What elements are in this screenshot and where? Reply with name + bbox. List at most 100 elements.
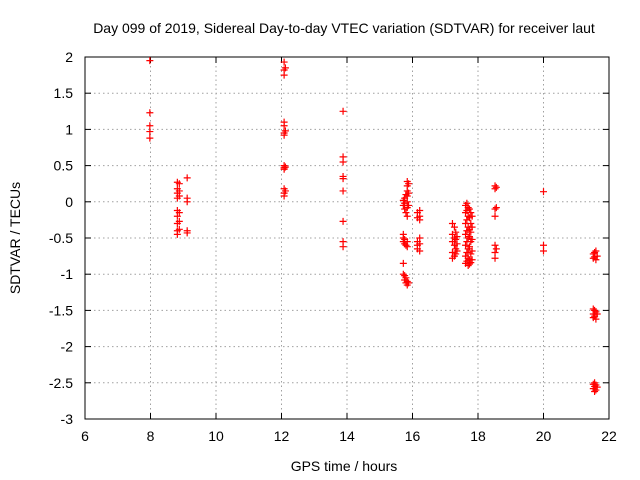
x-tick-label: 14 — [339, 428, 355, 444]
x-tick-label: 12 — [274, 428, 290, 444]
data-point — [468, 212, 476, 220]
data-point — [467, 209, 475, 217]
data-point — [540, 188, 547, 196]
data-point — [468, 256, 476, 264]
data-point — [468, 247, 476, 255]
data-point — [464, 204, 472, 212]
data-point — [593, 383, 601, 391]
data-point — [593, 252, 601, 260]
data-point — [405, 279, 413, 287]
data-point — [280, 58, 288, 66]
data-point — [402, 241, 410, 249]
data-point — [463, 199, 471, 207]
data-point — [339, 217, 347, 225]
y-axis-label: SDTVAR / TECUs — [7, 182, 23, 294]
data-point — [183, 198, 191, 206]
x-tick-label: 20 — [536, 428, 552, 444]
x-tick-label: 8 — [147, 428, 155, 444]
data-point — [399, 259, 407, 267]
x-tick-label: 16 — [405, 428, 421, 444]
data-point — [453, 247, 461, 255]
data-point — [448, 220, 456, 228]
data-point — [339, 107, 347, 115]
data-point — [146, 57, 154, 65]
data-point — [339, 158, 347, 166]
y-tick-label: -3 — [61, 411, 74, 427]
x-axis: 6 8 10 12 14 16 18 20 22 — [81, 57, 617, 444]
data-point — [452, 228, 460, 236]
data-point — [468, 235, 476, 243]
data-point — [281, 64, 289, 72]
data-point — [402, 209, 410, 217]
chart-title: Day 099 of 2019, Sidereal Day-to-day VTE… — [93, 20, 595, 36]
data-point — [416, 216, 424, 224]
data-point — [280, 71, 288, 79]
x-tick-label: 18 — [470, 428, 486, 444]
data-point — [281, 127, 289, 135]
data-point — [339, 187, 347, 195]
data-point — [491, 254, 499, 262]
y-tick-label: -0.5 — [49, 230, 73, 246]
x-tick-label: 22 — [601, 428, 617, 444]
data-point — [453, 233, 461, 241]
y-tick-label: -1 — [61, 266, 74, 282]
data-point — [175, 192, 183, 200]
data-point — [462, 230, 470, 238]
data-point — [592, 247, 600, 255]
data-point — [405, 189, 413, 197]
y-tick-label: -1.5 — [49, 302, 73, 318]
data-point — [175, 209, 183, 217]
data-point — [405, 180, 413, 188]
y-tick-label: 0 — [65, 194, 73, 210]
x-axis-label: GPS time / hours — [291, 458, 398, 474]
data-point — [403, 212, 411, 220]
data-point — [492, 245, 500, 253]
data-point — [173, 230, 181, 238]
data-point — [183, 174, 191, 182]
data-point — [175, 225, 183, 233]
data-point — [280, 131, 288, 139]
y-tick-label: -2.5 — [49, 375, 73, 391]
data-point — [464, 254, 472, 262]
data-point — [465, 205, 473, 213]
data-point — [146, 134, 154, 142]
data-point — [146, 109, 154, 117]
data-point — [281, 187, 289, 195]
data-point — [492, 183, 500, 191]
data-point — [173, 212, 181, 220]
data-point — [146, 128, 154, 136]
x-tick-label: 6 — [81, 428, 89, 444]
data-point — [464, 234, 472, 242]
data-point — [467, 220, 475, 228]
data-point — [540, 247, 547, 255]
data-point — [491, 185, 499, 193]
data-point — [405, 201, 413, 209]
data-point — [592, 256, 600, 264]
data-point — [492, 204, 500, 212]
grid — [85, 57, 609, 419]
data-point — [183, 229, 191, 237]
data-point — [491, 212, 499, 220]
data-point — [339, 175, 347, 183]
data-point — [491, 241, 499, 249]
data-point — [399, 270, 407, 278]
data-point — [281, 163, 289, 171]
data-point — [491, 205, 499, 213]
y-tick-label: 2 — [65, 49, 73, 65]
data-point — [468, 223, 476, 231]
y-tick-label: -2 — [61, 339, 74, 355]
y-tick-label: 1.5 — [54, 85, 74, 101]
data-point — [403, 243, 411, 251]
data-point — [416, 247, 424, 255]
data-point — [339, 243, 347, 251]
data-point — [592, 315, 600, 323]
data-point — [591, 387, 599, 395]
data-point — [462, 241, 470, 249]
data-point — [175, 217, 183, 225]
y-tick-label: 1 — [65, 121, 73, 137]
data-point — [465, 260, 473, 268]
data-point — [453, 240, 461, 248]
data-point — [463, 248, 471, 256]
y-axis: -3 -2.5 -2 -1.5 -1 -0.5 0 0.5 1 1.5 2 — [49, 49, 609, 427]
